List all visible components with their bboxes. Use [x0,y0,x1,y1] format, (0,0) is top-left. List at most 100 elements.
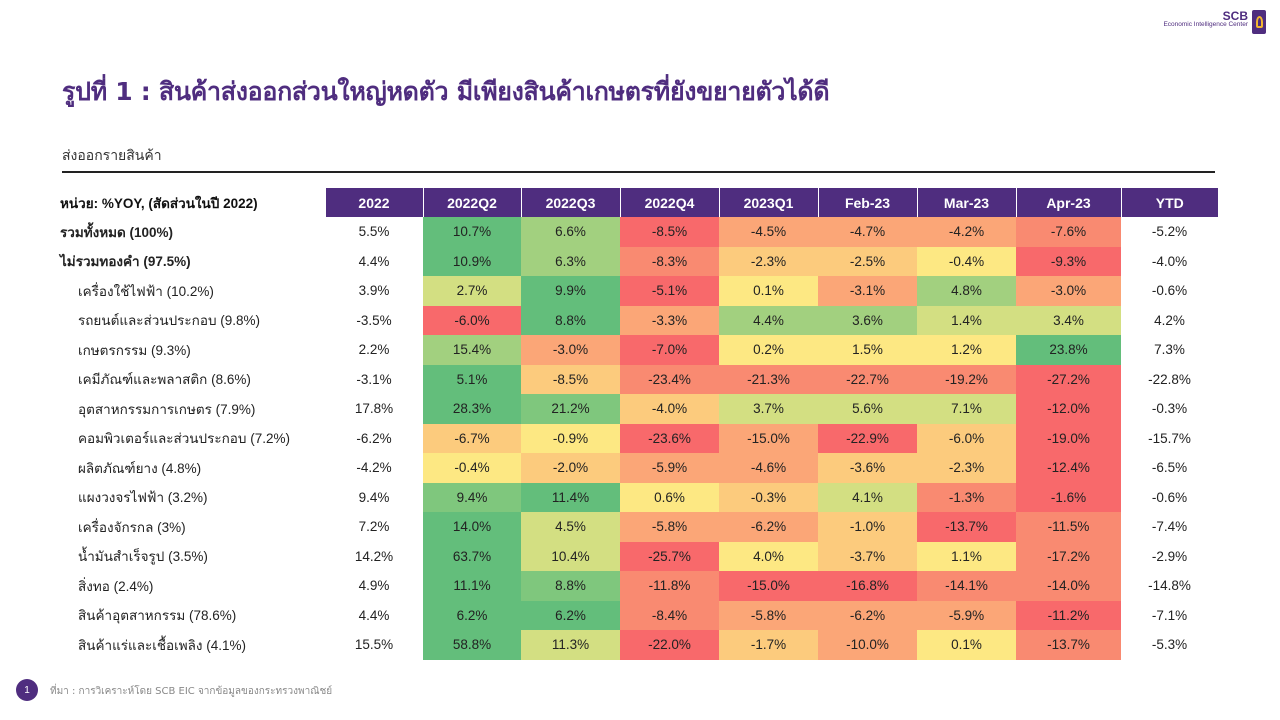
table-row: อุตสาหกรรมการเกษตร (7.9%) 17.8% 28.3% 21.2%… [58,394,1218,424]
value-cell: -3.1% [818,276,917,306]
value-cell: 28.3% [423,394,521,424]
row-label: ไม่รวมทองคำ (97.5%) [60,254,191,270]
table-row: ไม่รวมทองคำ (97.5%) 4.4% 10.9% 6.3% -8.3% -2.… [58,246,1218,276]
value-cell: -6.0% [917,423,1016,453]
table-row: แผงวงจรไฟฟ้า (3.2%) 9.4% 9.4% 11.4% 0.6% -0.3… [58,482,1218,512]
value-cell: -12.0% [1016,394,1121,424]
value-cell: 1.2% [917,335,1016,365]
value-cell: -2.3% [719,246,818,276]
value-cell: 6.2% [521,600,620,630]
row-label: เกษตรกรรม (9.3%) [78,342,191,358]
column-header: Apr-23 [1015,188,1121,217]
value-cell: -0.6% [1151,283,1188,299]
value-cell: -22.9% [818,423,917,453]
value-cell: -0.3% [719,482,818,512]
value-cell: 6.3% [521,246,620,276]
value-cell: -13.7% [917,512,1016,542]
value-cell: -6.2% [719,512,818,542]
value-cell: 3.7% [719,394,818,424]
value-cell: -1.0% [818,512,917,542]
value-cell: 5.6% [818,394,917,424]
value-cell: -0.4% [917,246,1016,276]
value-cell: -15.7% [1148,430,1191,446]
value-cell: 4.4% [358,607,390,623]
table-row: สินค้าแร่และเชื้อเพลิง (4.1%) 15.5% 58.8% 1… [58,630,1218,660]
value-cell: 5.1% [423,364,521,394]
value-cell: 4.4% [358,253,390,269]
column-header: Mar-23 [916,188,1016,217]
value-cell: -12.4% [1016,453,1121,483]
value-cell: -11.2% [1016,600,1121,630]
row-label: คอมพิวเตอร์และส่วนประกอบ (7.2%) [78,431,290,447]
value-cell: 10.4% [521,541,620,571]
value-cell: 3.4% [1016,305,1121,335]
value-cell: 58.8% [423,630,521,660]
value-cell: -22.8% [1148,371,1191,387]
value-cell: -3.6% [818,453,917,483]
value-cell: -2.3% [917,453,1016,483]
value-cell: -17.2% [1016,541,1121,571]
value-cell: -7.4% [1151,519,1188,535]
column-header: 2022Q3 [520,188,620,217]
row-label: สินค้าแร่และเชื้อเพลิง (4.1%) [78,637,247,653]
value-cell: -16.8% [818,571,917,601]
value-cell: -5.9% [620,453,719,483]
value-cell: -6.2% [356,430,392,446]
table-row: สิ่งทอ (2.4%) 4.9% 11.1% 8.8% -11.8% -15.0% -1… [58,571,1218,601]
value-cell: -6.7% [423,423,521,453]
value-cell: -6.5% [1151,460,1188,476]
divider [62,171,1215,173]
value-cell: -22.7% [818,364,917,394]
value-cell: 4.9% [358,578,390,594]
value-cell: -4.7% [818,217,917,247]
value-cell: 1.4% [917,305,1016,335]
value-cell: -14.8% [1148,578,1191,594]
table-row: คอมพิวเตอร์และส่วนประกอบ (7.2%) -6.2% -6.7… [58,423,1218,453]
value-cell: -7.6% [1016,217,1121,247]
page-number: 1 [16,679,38,701]
logo-tagline: Economic Intelligence Center [1163,21,1248,28]
column-header: 2022Q4 [619,188,719,217]
value-cell: -4.2% [356,460,392,476]
value-cell: 0.2% [719,335,818,365]
row-label: แผงวงจรไฟฟ้า (3.2%) [78,490,208,506]
value-cell: 10.9% [423,246,521,276]
value-cell: 4.5% [521,512,620,542]
value-cell: -15.0% [719,571,818,601]
row-label: สินค้าอุตสาหกรรม (78.6%) [78,608,237,624]
value-cell: -4.2% [917,217,1016,247]
value-cell: -19.0% [1016,423,1121,453]
table-row: เคมีภัณฑ์และพลาสติก (8.6%) -3.1% 5.1% -8.5%… [58,364,1218,394]
value-cell: -2.9% [1151,548,1188,564]
value-cell: 14.2% [354,548,394,564]
table-row: เครื่องจักรกล (3%) 7.2% 14.0% 4.5% -5.8% -6.2… [58,512,1218,542]
value-cell: 11.3% [521,630,620,660]
value-cell: 6.6% [521,217,620,247]
value-cell: 3.6% [818,305,917,335]
column-header: 2023Q1 [718,188,818,217]
value-cell: 8.8% [521,571,620,601]
value-cell: 1.1% [917,541,1016,571]
value-cell: -25.7% [620,541,719,571]
value-cell: -10.0% [818,630,917,660]
value-cell: -5.8% [719,600,818,630]
value-cell: -8.4% [620,600,719,630]
column-header: Feb-23 [817,188,917,217]
row-label: เครื่องใช้ไฟฟ้า (10.2%) [78,283,214,299]
value-cell: 3.9% [358,283,390,299]
value-cell: -3.3% [620,305,719,335]
value-cell: -7.0% [620,335,719,365]
table-row: เครื่องใช้ไฟฟ้า (10.2%) 3.9% 2.7% 9.9% -5.1%… [58,276,1218,306]
row-label: ผลิตภัณฑ์ยาง (4.8%) [78,460,202,476]
value-cell: 21.2% [521,394,620,424]
value-cell: 4.2% [1154,312,1185,328]
value-cell: -1.7% [719,630,818,660]
value-cell: 9.9% [521,276,620,306]
value-cell: -5.3% [1151,637,1188,653]
row-label: รวมทั้งหมด (100%) [60,224,174,240]
value-cell: -11.8% [620,571,719,601]
value-cell: -0.6% [1151,489,1188,505]
value-cell: 2.2% [358,342,390,358]
value-cell: 2.7% [423,276,521,306]
value-cell: -2.5% [818,246,917,276]
